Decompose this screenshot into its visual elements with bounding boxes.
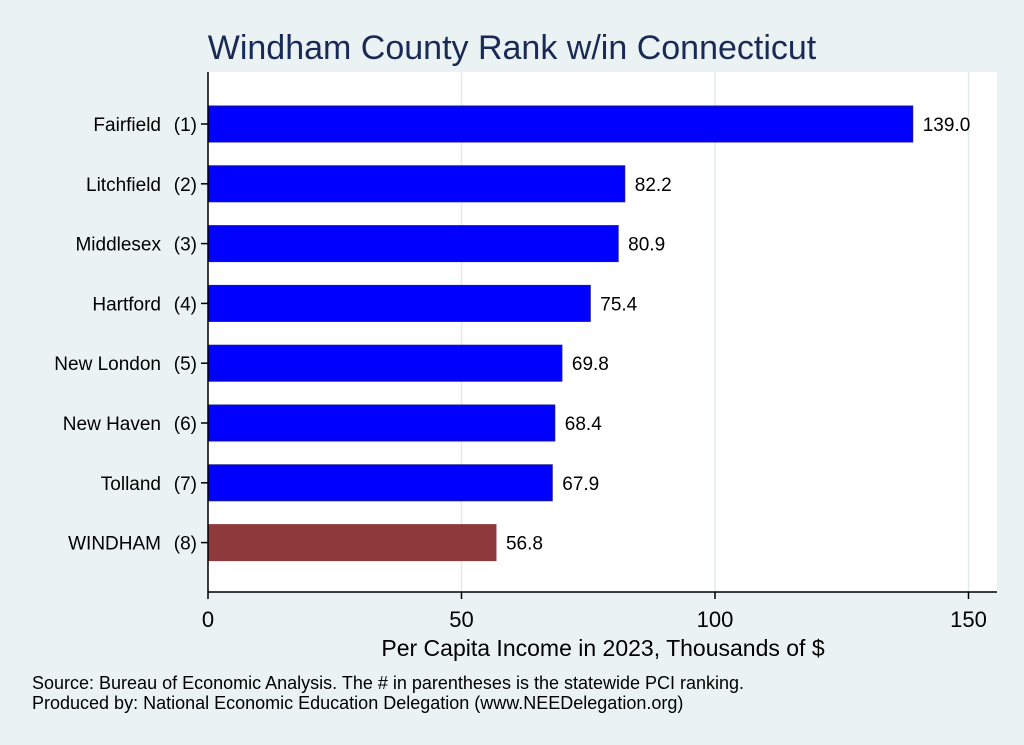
category-label: WINDHAM: [68, 534, 161, 555]
x-axis-label: Per Capita Income in 2023, Thousands of …: [381, 635, 824, 661]
x-tick-label: 100: [697, 607, 734, 632]
category-label: Tolland: [101, 474, 161, 495]
bar-new-london: [207, 344, 563, 382]
rank-label: (7): [174, 474, 197, 495]
bar-new-haven: [207, 404, 556, 442]
rank-label: (6): [174, 414, 197, 435]
rank-label: (1): [174, 115, 197, 136]
value-label: 56.8: [506, 534, 543, 555]
x-tick-label: 50: [449, 607, 473, 632]
produced-by-note: Produced by: National Economic Education…: [32, 693, 683, 713]
rank-label: (5): [174, 354, 197, 375]
bar-fairfield: [207, 105, 914, 143]
bars-group: [207, 105, 914, 562]
x-tick-label: 150: [950, 607, 987, 632]
category-label: Middlesex: [75, 235, 161, 256]
category-label: Litchfield: [86, 175, 161, 196]
bar-middlesex: [207, 225, 619, 263]
rank-label: (2): [174, 175, 197, 196]
source-note: Source: Bureau of Economic Analysis. The…: [32, 673, 744, 693]
bar-windham: [207, 524, 497, 562]
x-tick-label: 0: [202, 607, 214, 632]
labels-group: 139.0 (1) Fairfield 82.2 (2) Litchfield 80.9 (3…: [54, 115, 970, 555]
value-label: 80.9: [628, 235, 665, 256]
gridlines: [460, 72, 970, 592]
category-label: New London: [54, 354, 161, 375]
x-ticks: 0 50 100 150: [202, 592, 987, 632]
category-label: New Haven: [63, 414, 161, 435]
category-label: Hartford: [92, 294, 161, 315]
bar-hartford: [207, 284, 591, 322]
value-label: 69.8: [572, 354, 609, 375]
value-label: 82.2: [635, 175, 672, 196]
plot-area: [208, 72, 997, 592]
bar-litchfield: [207, 165, 626, 203]
category-label: Fairfield: [93, 115, 161, 136]
value-label: 75.4: [600, 294, 637, 315]
value-label: 139.0: [923, 115, 971, 136]
value-label: 68.4: [565, 414, 602, 435]
chart-title: Windham County Rank w/in Connecticut: [208, 29, 817, 67]
bar-tolland: [207, 464, 553, 502]
rank-label: (3): [174, 235, 197, 256]
rank-label: (4): [174, 294, 197, 315]
value-label: 67.9: [562, 474, 599, 495]
rank-label: (8): [174, 534, 197, 555]
